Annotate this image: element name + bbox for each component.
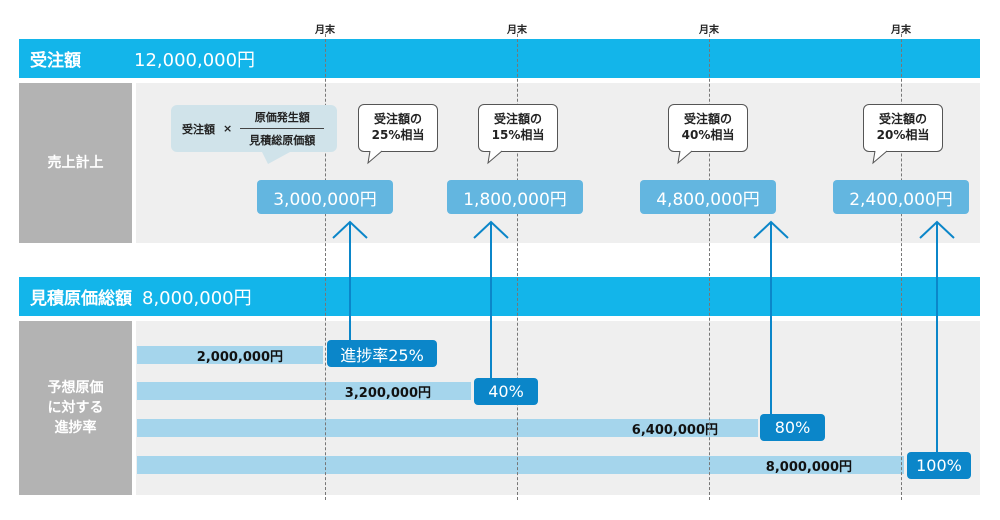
ratio-bubble: 受注額の 20%相当 [863,104,943,152]
sales-amount-box: 1,800,000円 [447,180,583,214]
formula-left: 受注額 [182,122,215,136]
formula-bubble: 受注額 × 原価発生額 見積総原価額 [171,105,337,152]
month-end-label: 月末 [507,25,527,36]
sales-amount-box: 2,400,000円 [833,180,969,214]
cost-bar: 8,000,000円 [137,456,904,475]
progress-rate-box: 80% [760,414,825,441]
cost-bar: 3,200,000円 [137,382,471,401]
progress-rate-box: 40% [474,378,538,405]
sales-amount-box: 3,000,000円 [257,180,393,214]
month-end-label: 月末 [315,25,335,36]
ratio-bubble: 受注額の 25%相当 [358,104,438,152]
order-amount-header: 受注額 12,000,000円 [19,39,980,78]
sales-section-label: 売上計上 [19,83,132,243]
month-end-line [901,34,902,500]
month-end-label: 月末 [699,25,719,36]
label-line: 予想原価 [47,379,104,396]
bubble-tail [872,150,888,165]
formula-operator: × [223,122,233,135]
formula-bubble-tail [262,152,290,164]
month-end-line [325,34,326,500]
progress-rate-box: 進捗率25% [327,340,437,367]
month-end-line [709,34,710,500]
arrow-up-icon [919,220,955,453]
bubble-tail [677,150,693,165]
arrow-up-icon [332,220,368,342]
label-line: に対する [47,399,104,416]
cost-bar-label: 8,000,000円 [765,459,852,475]
estimated-cost-value: 8,000,000円 [142,287,252,309]
formula-fraction: 原価発生額 見積総原価額 [240,109,325,148]
estimated-cost-label: 見積原価総額 [30,289,132,309]
cost-bar: 2,000,000円 [137,346,323,365]
cost-bar-label: 6,400,000円 [631,422,718,438]
arrow-up-icon [473,220,509,380]
bubble-tail [487,150,503,165]
ratio-bubble: 受注額の 40%相当 [668,104,748,152]
cost-bar: 6,400,000円 [137,419,758,438]
progress-rate-box: 100% [907,452,971,479]
bubble-tail [367,150,383,165]
cost-bar-label: 2,000,000円 [196,349,283,365]
sales-amount-box: 4,800,000円 [640,180,776,214]
order-amount-label: 受注額 [30,51,81,71]
month-end-label: 月末 [891,25,911,36]
month-end-line [517,34,518,500]
formula-denominator: 見積総原価額 [249,134,316,147]
estimated-cost-header: 見積原価総額 8,000,000円 [19,277,980,316]
order-amount-value: 12,000,000円 [134,49,256,71]
arrow-up-icon [753,220,789,415]
label-line: 進捗率 [54,420,97,437]
progress-section-label: 予想原価 に対する 進捗率 [19,321,132,495]
ratio-bubble: 受注額の 15%相当 [478,104,558,152]
cost-bar-label: 3,200,000円 [344,385,431,401]
formula-numerator: 原価発生額 [254,111,310,124]
